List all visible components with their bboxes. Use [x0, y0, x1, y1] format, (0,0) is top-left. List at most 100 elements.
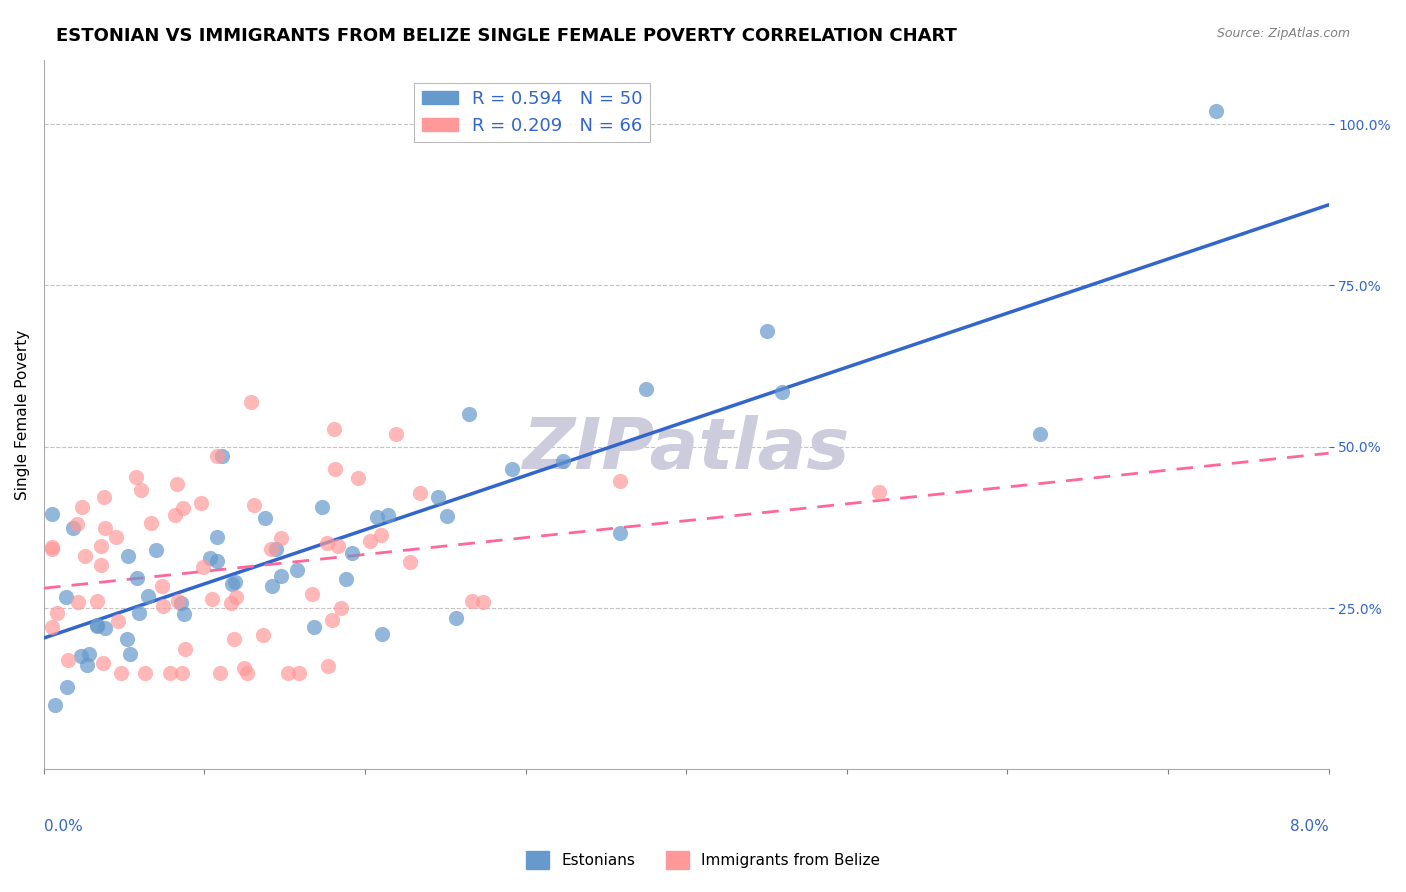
- Point: [224, 575, 246, 590]
- Point: [86, 617, 108, 632]
- Point: [173, 607, 195, 621]
- Point: [69, 648, 91, 663]
- Point: [55, 680, 77, 694]
- Point: [260, 542, 283, 557]
- Point: [359, 533, 381, 548]
- Point: [124, 470, 146, 484]
- Point: [104, 530, 127, 544]
- Point: [145, 543, 167, 558]
- Point: [152, 599, 174, 613]
- Point: [205, 449, 228, 463]
- Point: [41, 542, 63, 557]
- Point: [166, 476, 188, 491]
- Point: [66, 516, 89, 531]
- Point: [136, 589, 159, 603]
- Point: [1028, 426, 1050, 441]
- Point: [1205, 104, 1227, 119]
- Point: [94, 621, 117, 635]
- Point: [66, 595, 89, 609]
- Point: [208, 665, 231, 680]
- Point: [340, 546, 363, 560]
- Point: [457, 407, 479, 421]
- Point: [436, 509, 458, 524]
- Point: [172, 500, 194, 515]
- Point: [44, 698, 66, 712]
- Point: [201, 591, 224, 606]
- Point: [159, 665, 181, 680]
- Point: [868, 484, 890, 499]
- Legend: R = 0.594   N = 50, R = 0.209   N = 66: R = 0.594 N = 50, R = 0.209 N = 66: [415, 83, 650, 143]
- Point: [90, 539, 112, 553]
- Point: [128, 606, 150, 620]
- Point: [86, 594, 108, 608]
- Point: [173, 641, 195, 656]
- Point: [75, 549, 97, 563]
- Point: [285, 563, 308, 577]
- Point: [461, 594, 484, 608]
- Point: [62, 521, 84, 535]
- Point: [321, 613, 343, 627]
- Point: [318, 659, 340, 673]
- Point: [55, 590, 77, 604]
- Point: [225, 591, 247, 605]
- Point: [76, 658, 98, 673]
- Point: [252, 628, 274, 642]
- Point: [634, 382, 657, 396]
- Point: [551, 454, 574, 468]
- Point: [609, 525, 631, 540]
- Point: [115, 632, 138, 647]
- Point: [190, 496, 212, 510]
- Point: [167, 594, 190, 608]
- Point: [91, 657, 114, 671]
- Point: [118, 647, 141, 661]
- Point: [330, 601, 353, 615]
- Point: [77, 647, 100, 661]
- Text: 0.0%: 0.0%: [44, 819, 83, 834]
- Point: [270, 531, 292, 545]
- Point: [125, 572, 148, 586]
- Point: [233, 661, 256, 675]
- Point: [254, 511, 277, 525]
- Point: [277, 665, 299, 680]
- Point: [235, 665, 257, 680]
- Point: [316, 536, 339, 550]
- Point: [41, 620, 63, 634]
- Point: [110, 665, 132, 680]
- Legend: Estonians, Immigrants from Belize: Estonians, Immigrants from Belize: [520, 845, 886, 875]
- Point: [501, 462, 523, 476]
- Point: [347, 471, 370, 485]
- Point: [94, 521, 117, 535]
- Point: [70, 500, 93, 515]
- Point: [399, 555, 422, 569]
- Point: [134, 665, 156, 680]
- Point: [262, 578, 284, 592]
- Point: [366, 510, 388, 524]
- Point: [211, 449, 233, 463]
- Text: ESTONIAN VS IMMIGRANTS FROM BELIZE SINGLE FEMALE POVERTY CORRELATION CHART: ESTONIAN VS IMMIGRANTS FROM BELIZE SINGL…: [56, 27, 957, 45]
- Text: Source: ZipAtlas.com: Source: ZipAtlas.com: [1216, 27, 1350, 40]
- Point: [264, 542, 287, 557]
- Point: [472, 595, 495, 609]
- Point: [46, 606, 69, 620]
- Point: [221, 577, 243, 591]
- Point: [408, 486, 430, 500]
- Point: [270, 568, 292, 582]
- Point: [117, 549, 139, 563]
- Point: [371, 627, 394, 641]
- Point: [377, 508, 399, 522]
- Point: [322, 422, 344, 436]
- Point: [86, 618, 108, 632]
- Point: [191, 559, 214, 574]
- Point: [170, 595, 193, 609]
- Point: [90, 558, 112, 572]
- Point: [56, 653, 79, 667]
- Point: [41, 540, 63, 554]
- Point: [198, 550, 221, 565]
- Point: [243, 498, 266, 512]
- Point: [370, 528, 392, 542]
- Point: [328, 539, 350, 553]
- Point: [205, 530, 228, 544]
- Point: [152, 579, 174, 593]
- Point: [302, 620, 325, 634]
- Point: [222, 632, 245, 647]
